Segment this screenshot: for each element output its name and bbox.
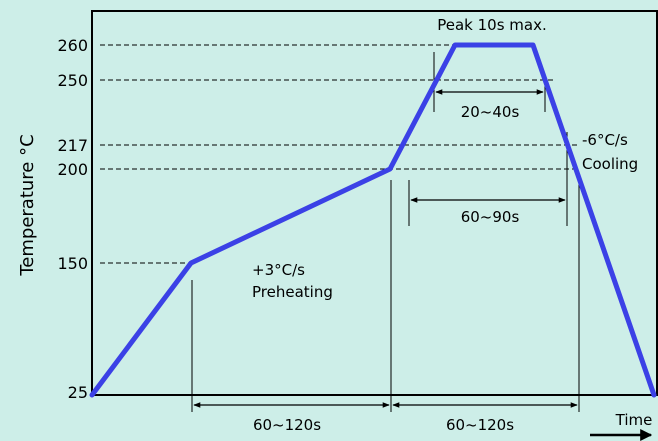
cool-rate-label: -6°C/s xyxy=(582,131,628,149)
reference-lines xyxy=(100,44,580,264)
marker-lines xyxy=(191,52,580,412)
y-tick-25: 25 xyxy=(68,383,88,402)
y-tick-260: 260 xyxy=(57,36,88,55)
preheat-duration-label: 60~120s xyxy=(253,416,321,434)
peak-label: Peak 10s max. xyxy=(437,16,547,34)
plot-frame xyxy=(91,10,658,396)
y-axis-title: Temperature °C xyxy=(17,134,38,276)
y-tick-150: 150 xyxy=(57,254,88,273)
preheat-rate-label: +3°C/s xyxy=(252,261,305,279)
above-250-label: 20~40s xyxy=(461,103,520,121)
y-tick-217: 217 xyxy=(57,136,88,155)
cool-label: Cooling xyxy=(582,155,638,173)
above-217-label: 60~90s xyxy=(461,208,520,226)
y-tick-250: 250 xyxy=(57,71,88,90)
temperature-profile-line xyxy=(89,42,657,398)
y-tick-labels: 260 250 217 200 150 25 xyxy=(57,36,88,402)
reflow-duration-label: 60~120s xyxy=(446,416,514,434)
duration-arrows xyxy=(193,89,578,408)
y-tick-200: 200 xyxy=(57,160,88,179)
x-axis-title: Time xyxy=(615,411,653,429)
annotations: Peak 10s max. 20~40s 60~90s +3°C/s Prehe… xyxy=(252,16,638,434)
preheat-label: Preheating xyxy=(252,283,333,301)
